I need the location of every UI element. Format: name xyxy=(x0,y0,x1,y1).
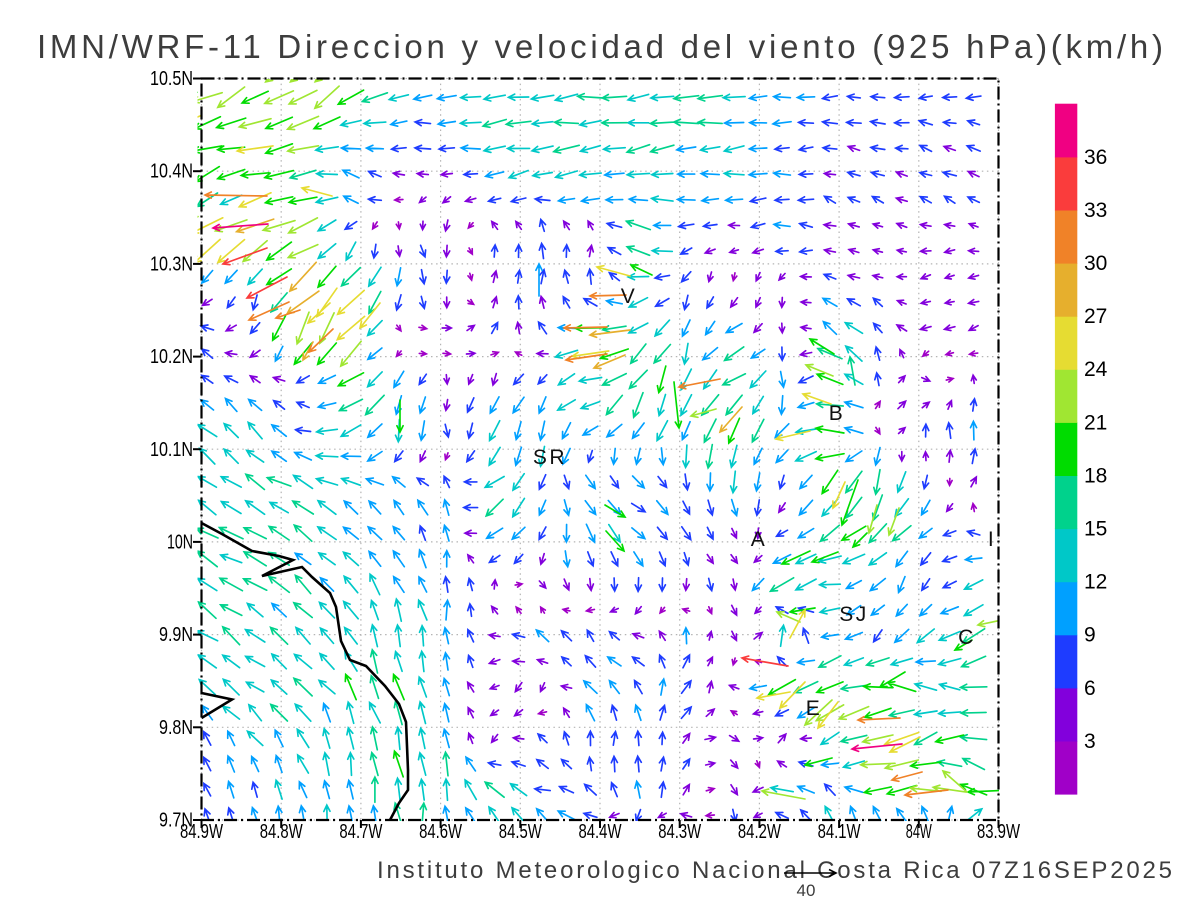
svg-text:84.2W: 84.2W xyxy=(738,820,781,843)
svg-text:SJ: SJ xyxy=(839,603,869,626)
svg-text:9.8N: 9.8N xyxy=(159,716,193,739)
svg-text:I: I xyxy=(988,528,996,551)
svg-text:84.5W: 84.5W xyxy=(499,820,542,843)
svg-text:C: C xyxy=(958,626,976,649)
svg-text:84W: 84W xyxy=(906,820,932,843)
svg-text:27: 27 xyxy=(1084,305,1107,328)
svg-text:A: A xyxy=(751,528,768,551)
svg-text:9.9N: 9.9N xyxy=(159,623,193,646)
svg-text:33: 33 xyxy=(1084,199,1107,222)
svg-text:36: 36 xyxy=(1084,146,1107,169)
svg-text:84.6W: 84.6W xyxy=(419,820,462,843)
svg-text:12: 12 xyxy=(1084,571,1107,594)
svg-text:40: 40 xyxy=(797,881,816,900)
svg-text:30: 30 xyxy=(1084,252,1107,275)
svg-text:10.2N: 10.2N xyxy=(150,345,193,368)
svg-text:E: E xyxy=(806,697,823,720)
svg-text:Instituto Meteorologico Nacion: Instituto Meteorologico Nacional Costa R… xyxy=(377,857,1172,884)
svg-text:6: 6 xyxy=(1084,677,1096,700)
svg-text:V: V xyxy=(621,285,638,308)
svg-text:10.1N: 10.1N xyxy=(150,438,193,461)
svg-text:10N: 10N xyxy=(167,530,193,553)
svg-text:84.1W: 84.1W xyxy=(818,820,861,843)
svg-text:84.7W: 84.7W xyxy=(339,820,382,843)
svg-text:9: 9 xyxy=(1084,624,1096,647)
svg-text:84.3W: 84.3W xyxy=(658,820,701,843)
svg-text:84.8W: 84.8W xyxy=(260,820,303,843)
svg-text:3: 3 xyxy=(1084,730,1096,753)
svg-text:10.4N: 10.4N xyxy=(150,160,193,183)
svg-text:SR: SR xyxy=(533,446,567,469)
svg-text:10.3N: 10.3N xyxy=(150,252,193,275)
svg-text:18: 18 xyxy=(1084,464,1107,487)
svg-text:B: B xyxy=(829,402,846,425)
svg-text:15: 15 xyxy=(1084,518,1107,541)
svg-text:84.9W: 84.9W xyxy=(180,820,223,843)
svg-text:21: 21 xyxy=(1084,411,1107,434)
svg-text:9.7N: 9.7N xyxy=(159,809,193,832)
svg-text:84.4W: 84.4W xyxy=(579,820,622,843)
svg-text:24: 24 xyxy=(1084,358,1108,381)
svg-text:10.5N: 10.5N xyxy=(150,67,193,90)
svg-text:83.9W: 83.9W xyxy=(977,820,1020,843)
